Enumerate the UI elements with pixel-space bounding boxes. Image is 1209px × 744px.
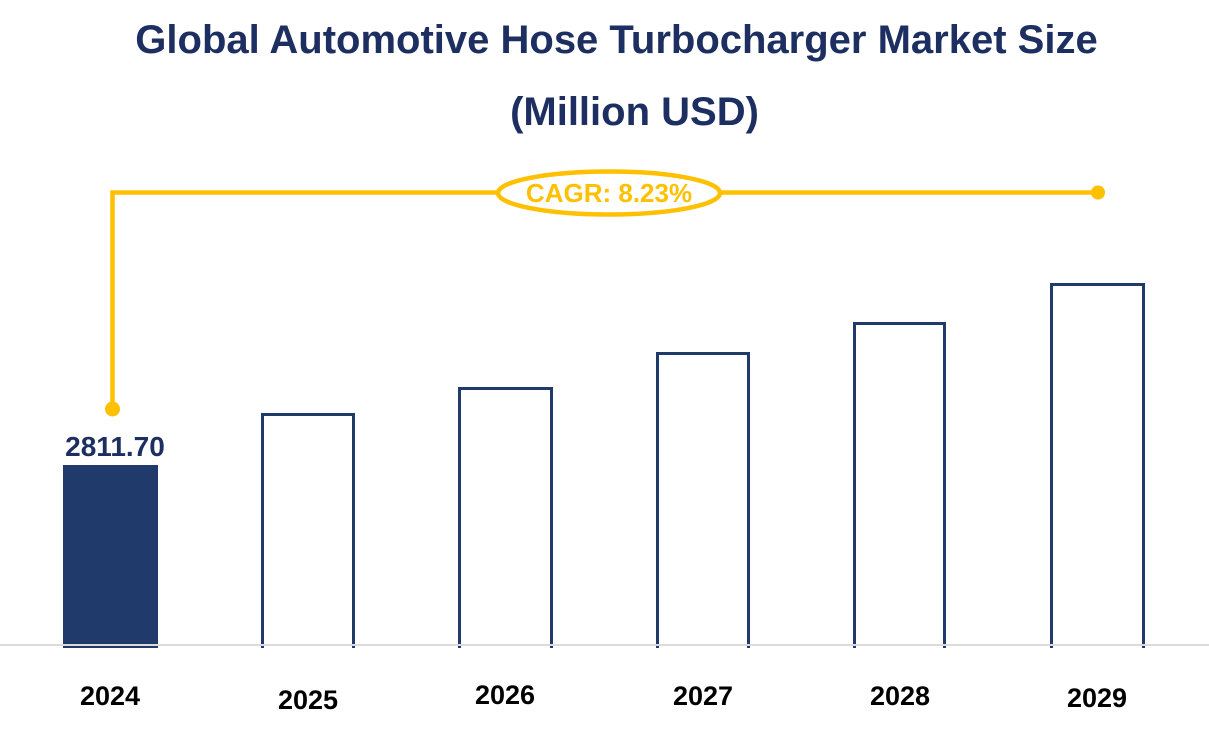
bar-2024 bbox=[63, 465, 158, 648]
x-label-2028: 2028 bbox=[869, 681, 931, 711]
x-label-2025: 2025 bbox=[277, 685, 339, 715]
x-label-2029: 2029 bbox=[1066, 683, 1128, 713]
chart-title-line1: Global Automotive Hose Turbocharger Mark… bbox=[135, 18, 1098, 62]
chart-title-line2: (Million USD) bbox=[510, 90, 759, 134]
x-axis-line bbox=[0, 644, 1209, 646]
bar-2028 bbox=[853, 322, 946, 648]
x-label-2026: 2026 bbox=[474, 680, 536, 710]
bar-2029 bbox=[1050, 283, 1145, 648]
bar-2026 bbox=[458, 387, 553, 648]
cagr-label: CAGR: 8.23% bbox=[525, 177, 693, 208]
x-label-2027: 2027 bbox=[672, 681, 734, 711]
value-label-2024: 2811.70 bbox=[65, 431, 165, 462]
connector-start-dot bbox=[105, 401, 120, 417]
connector-end-dot bbox=[1091, 185, 1105, 200]
cagr-connector-line bbox=[110, 190, 1098, 404]
cagr-ellipse bbox=[495, 169, 723, 217]
x-label-2024: 2024 bbox=[79, 681, 141, 711]
bar-2025 bbox=[261, 413, 355, 648]
bar-2027 bbox=[656, 352, 750, 648]
